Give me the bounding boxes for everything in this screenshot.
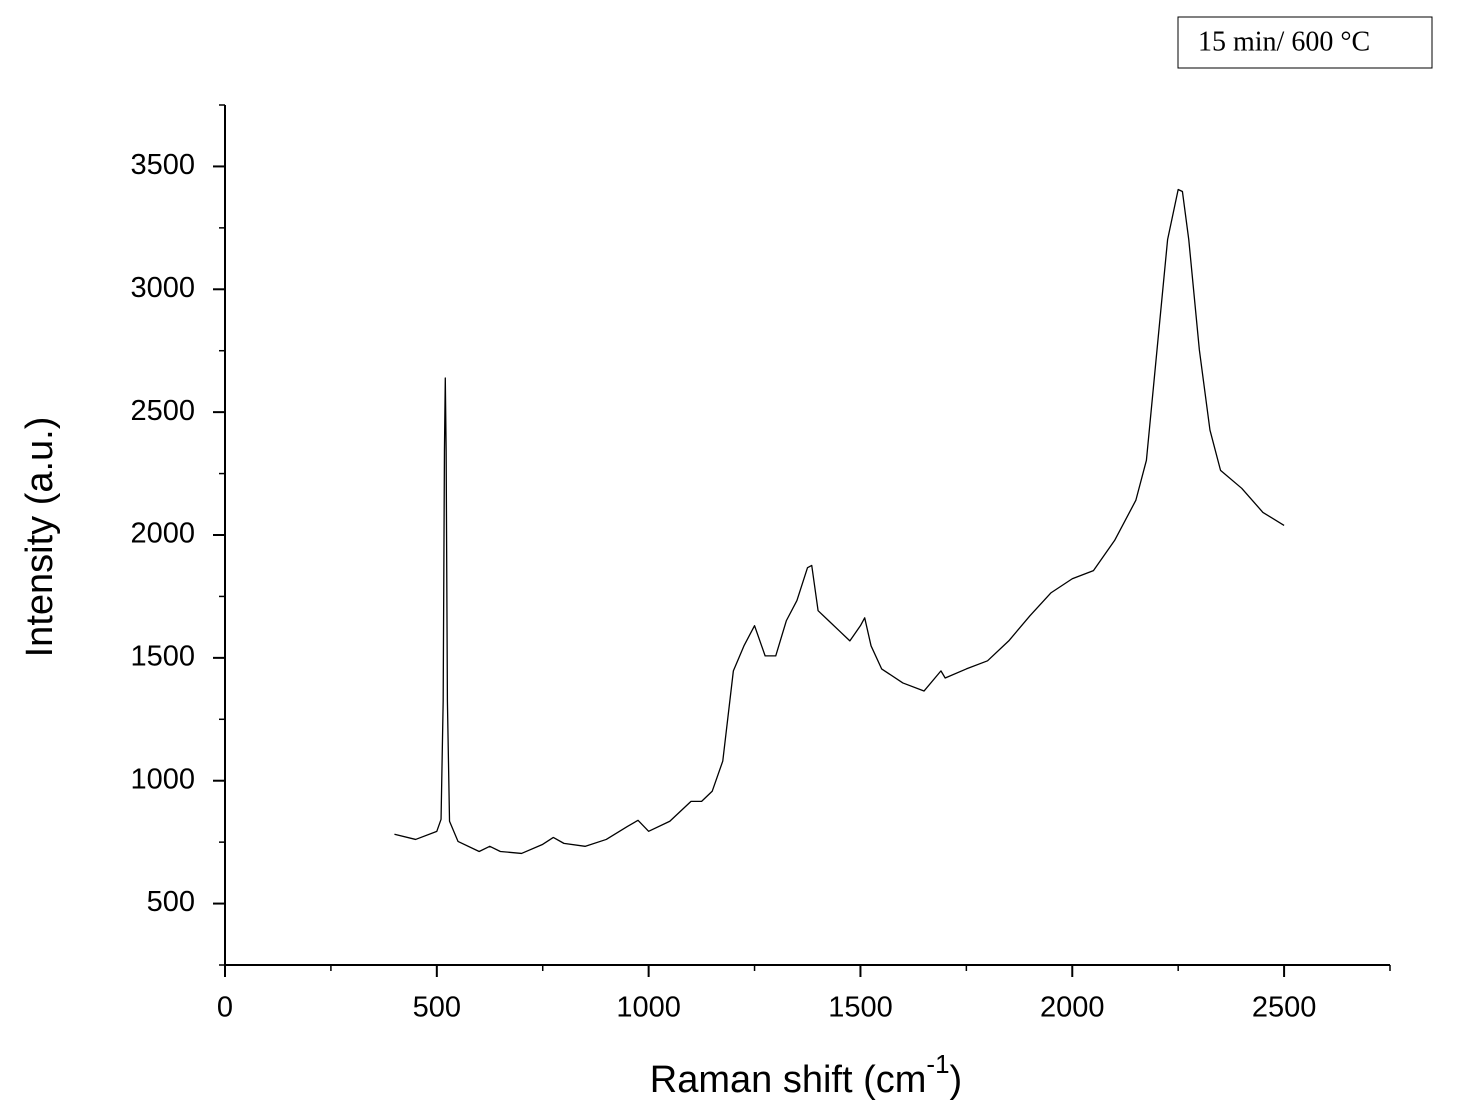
x-tick-label: 2500 — [1252, 992, 1317, 1024]
y-tick-label: 2500 — [130, 395, 195, 427]
x-tick-label: 500 — [413, 992, 461, 1024]
x-axis-label-sup: -1 — [926, 1049, 949, 1079]
spectrum-line — [394, 188, 1285, 855]
annotation: 15 min/ 600 °C — [1198, 26, 1370, 57]
y-tick-label: 2000 — [130, 518, 195, 550]
y-tick-label: 3500 — [130, 149, 195, 181]
x-tick-label: 1000 — [616, 992, 681, 1024]
y-axis-label: Intensity (a.u.) — [19, 417, 61, 658]
x-tick-label: 0 — [217, 992, 233, 1024]
annotation-box — [1177, 16, 1433, 69]
x-axis-label-end: ) — [950, 1059, 963, 1101]
y-tick-label: 1500 — [130, 641, 195, 673]
x-tick-label: 2000 — [1040, 992, 1105, 1024]
x-axis-label-text: Raman shift (cm — [650, 1059, 927, 1101]
y-tick-label: 1000 — [130, 763, 195, 795]
x-tick-label: 1500 — [828, 992, 893, 1024]
y-tick-label: 500 — [147, 886, 195, 918]
x-axis-label: Raman shift (cm-1) — [650, 1049, 962, 1101]
y-tick-label: 3000 — [130, 272, 195, 304]
